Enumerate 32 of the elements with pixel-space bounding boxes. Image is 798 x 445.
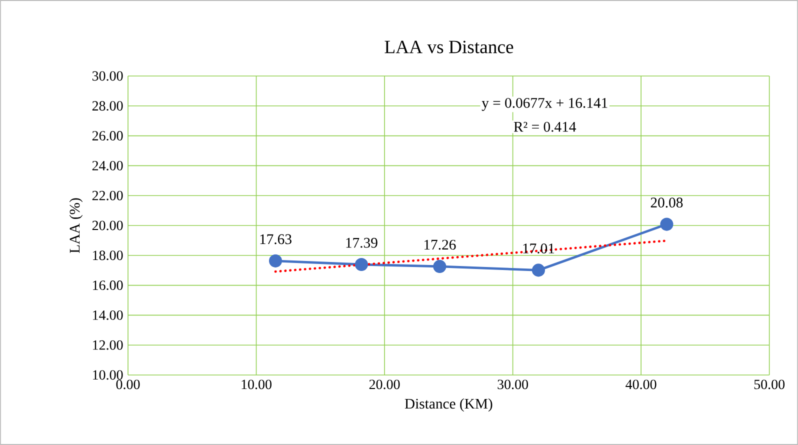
- annotation: y = 0.0677x + 16.141: [482, 98, 608, 111]
- y-tick-label: 28.00: [92, 101, 123, 111]
- y-tick-label: 30.00: [92, 71, 123, 81]
- y-tick-label: 10.00: [93, 370, 123, 380]
- data-label: 17.01: [523, 244, 554, 254]
- point: [433, 260, 446, 273]
- point: [268, 254, 282, 268]
- point: [354, 258, 368, 272]
- y-tick-label: 16.00: [93, 280, 123, 290]
- x-tick-label: 20.00: [369, 380, 400, 390]
- annotation: R² = 0.414: [514, 122, 576, 132]
- y-tick-label: 18.00: [93, 250, 123, 260]
- data-label: 17.63: [260, 234, 292, 244]
- data-label: 17.39: [346, 238, 378, 248]
- x-tick-label: 10.00: [242, 380, 272, 390]
- x-tick-label: 50.00: [754, 380, 785, 390]
- chart-title: LAA vs Distance: [384, 40, 514, 54]
- y-tick-label: 12.00: [93, 340, 123, 350]
- data-label: 20.08: [650, 198, 683, 208]
- y-tick-label: 14.00: [93, 310, 123, 320]
- x-axis-title: Distance (KM): [404, 398, 492, 412]
- y-axis-title: LAA (%): [69, 198, 83, 253]
- y-tick-label: 20.00: [92, 220, 123, 230]
- x-tick-label: 0.00: [116, 380, 140, 390]
- y-tick-label: 26.00: [92, 131, 123, 141]
- x-tick-label: 30.00: [498, 380, 528, 390]
- x-tick-label: 40.00: [626, 380, 656, 390]
- data-label: 17.26: [424, 240, 456, 250]
- point: [660, 218, 674, 231]
- point: [532, 264, 545, 277]
- y-tick-label: 24.00: [92, 160, 123, 170]
- y-tick-label: 22.00: [92, 190, 123, 200]
